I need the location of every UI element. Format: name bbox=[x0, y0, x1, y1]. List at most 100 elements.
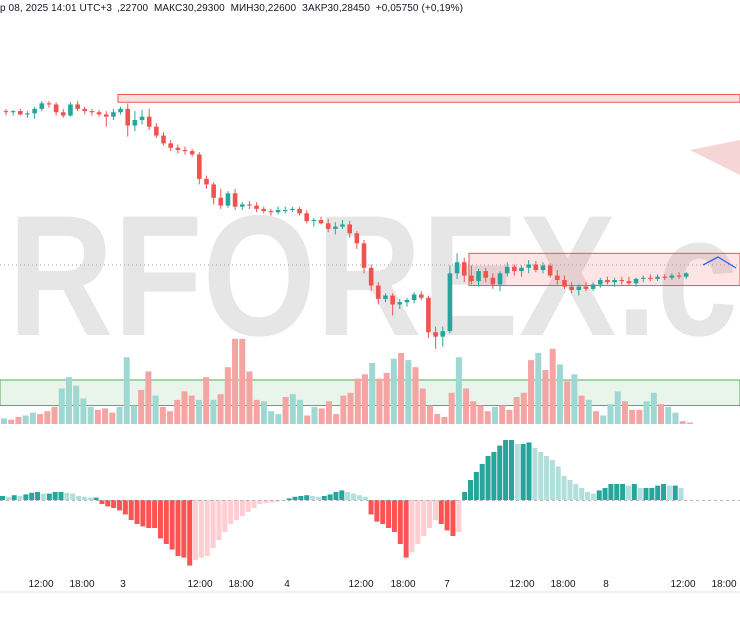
histogram-bar bbox=[386, 500, 392, 528]
candle-body bbox=[504, 266, 510, 274]
candle-body bbox=[46, 103, 52, 105]
histogram-bar bbox=[485, 456, 491, 500]
volume-bar bbox=[203, 377, 210, 424]
histogram-bar bbox=[310, 496, 316, 500]
candle-body bbox=[225, 193, 231, 206]
volume-bar bbox=[448, 392, 455, 424]
volume-bar bbox=[333, 414, 340, 424]
volume-bar bbox=[188, 395, 195, 424]
histogram-bar bbox=[432, 500, 438, 520]
candle-body bbox=[376, 285, 381, 299]
histogram-bar bbox=[573, 484, 579, 500]
volume-bar bbox=[506, 409, 513, 424]
candle-body bbox=[247, 204, 252, 206]
volume-bar bbox=[195, 399, 202, 424]
histogram-bar bbox=[403, 500, 409, 558]
histogram-bar bbox=[514, 444, 520, 500]
volume-bar bbox=[593, 411, 600, 424]
volume-bar bbox=[419, 388, 426, 424]
candle-body bbox=[612, 280, 617, 283]
histogram-bar bbox=[450, 500, 456, 536]
resistance-zone-lower bbox=[468, 252, 740, 287]
histogram-bar bbox=[269, 500, 275, 503]
volume-bar bbox=[398, 353, 405, 424]
candle-body bbox=[397, 302, 403, 305]
histogram-bar bbox=[23, 494, 29, 500]
histogram-bar bbox=[374, 500, 380, 522]
volume-bar bbox=[304, 415, 311, 424]
volume-bar bbox=[412, 367, 419, 424]
candle-body bbox=[633, 278, 639, 284]
x-tick-label: 18:00 bbox=[711, 579, 736, 590]
histogram-bar bbox=[76, 496, 82, 500]
candle-body bbox=[555, 275, 560, 280]
histogram-bar bbox=[585, 492, 590, 500]
candle-body bbox=[361, 243, 367, 268]
volume-bar bbox=[217, 394, 224, 424]
volume-bar bbox=[455, 357, 462, 424]
volume-bar bbox=[123, 357, 130, 424]
histogram-bar bbox=[181, 500, 187, 558]
x-tick-label: 7 bbox=[444, 579, 450, 590]
candle-body bbox=[662, 276, 668, 278]
volume-bar bbox=[15, 416, 22, 424]
candle-body bbox=[290, 208, 295, 210]
histogram-bar bbox=[520, 444, 526, 500]
volume-bar bbox=[556, 364, 563, 424]
volume-bar bbox=[636, 409, 643, 424]
candle-body bbox=[197, 154, 202, 179]
histogram-bar bbox=[304, 495, 310, 500]
candle-body bbox=[39, 103, 45, 109]
candle-body bbox=[418, 294, 424, 298]
histogram-bar bbox=[409, 500, 415, 552]
x-tick-label: 18:00 bbox=[550, 579, 575, 590]
histogram-bar bbox=[204, 500, 210, 556]
resistance-zone-upper bbox=[117, 93, 740, 103]
candle-body bbox=[476, 271, 481, 282]
candle-body bbox=[454, 262, 460, 274]
candle-body bbox=[383, 295, 388, 299]
time-axis: 12:00 18:00 3 12:00 18:00 4 12:00 18:00 7 12:00 18… bbox=[28, 579, 736, 590]
candle-body bbox=[211, 184, 216, 198]
candle-body bbox=[483, 271, 489, 278]
volume-bar bbox=[37, 414, 44, 424]
candle-body bbox=[182, 150, 188, 152]
candle-body bbox=[254, 205, 259, 209]
volume-bar bbox=[665, 406, 672, 424]
histogram-bar bbox=[561, 476, 567, 500]
header-date: р 08, 2025 14:01 UTC+3 bbox=[0, 3, 112, 14]
volume-bar bbox=[528, 360, 535, 424]
histogram-bar bbox=[590, 493, 596, 500]
candle-body bbox=[68, 104, 73, 116]
candle-body bbox=[18, 111, 23, 115]
volume-bar bbox=[80, 398, 87, 424]
watermark-accent bbox=[690, 140, 740, 175]
volume-bar bbox=[22, 415, 29, 424]
x-tick-label: 12:00 bbox=[348, 579, 373, 590]
histogram bbox=[0, 440, 740, 566]
volume-bar bbox=[643, 401, 650, 424]
candle-body bbox=[154, 126, 159, 136]
histogram-bar bbox=[29, 492, 35, 500]
histogram-bar bbox=[140, 500, 146, 527]
candle-body bbox=[275, 210, 281, 213]
histogram-bar bbox=[579, 488, 585, 500]
volume-bar bbox=[405, 360, 412, 424]
x-tick-label: 12:00 bbox=[187, 579, 212, 590]
histogram-bar bbox=[427, 500, 433, 528]
candle-body bbox=[683, 273, 689, 277]
histogram-bar bbox=[544, 456, 550, 500]
volume-bar bbox=[130, 405, 137, 424]
histogram-bar bbox=[666, 485, 672, 500]
histogram-bar bbox=[608, 484, 614, 500]
x-tick-label: 18:00 bbox=[69, 579, 94, 590]
candle-body bbox=[232, 193, 238, 207]
volume-bar bbox=[571, 374, 578, 424]
volume-bar bbox=[629, 409, 636, 424]
candle-body bbox=[354, 233, 360, 244]
volume-bar bbox=[152, 395, 159, 424]
volume-bar bbox=[239, 338, 246, 424]
candle-body bbox=[32, 108, 37, 114]
histogram-bar bbox=[479, 464, 485, 500]
